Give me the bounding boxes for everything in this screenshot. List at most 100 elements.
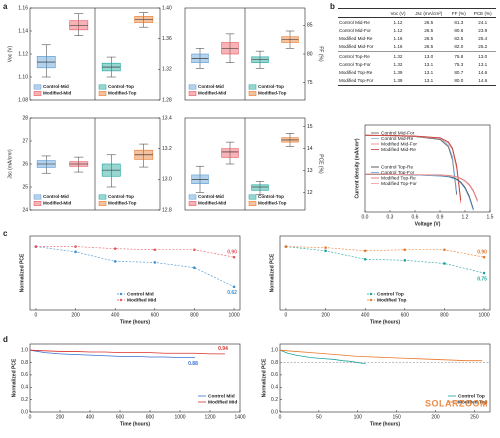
data-point xyxy=(193,266,196,270)
y2-tick-label: 1.40 xyxy=(162,5,172,11)
table-cell: 14.6 xyxy=(478,69,488,75)
table-cell: 1.39 xyxy=(386,76,410,86)
data-point xyxy=(113,260,117,263)
y-tick-label: 0.6 xyxy=(21,372,28,378)
y-tick-label: 0.0 xyxy=(271,409,278,415)
table-cell: 75.8 xyxy=(448,50,470,61)
series-line xyxy=(29,349,195,358)
plot-frame xyxy=(29,343,241,413)
y-tick-label: 24 xyxy=(22,207,28,213)
table-row: Voc (V) Jsc (mA/cm²) FF (%) PCE (%) xyxy=(338,7,496,19)
data-point xyxy=(324,246,327,249)
panel-label: d xyxy=(3,335,8,344)
x-tick-label: 1200 xyxy=(204,414,215,420)
y2-axis-label: PCE (%) xyxy=(318,154,324,174)
y2-tick-label: 1.28 xyxy=(162,97,172,103)
box xyxy=(221,148,239,158)
y-tick-label: 0.4 xyxy=(21,385,28,391)
y2-tick-label: 13.2 xyxy=(162,146,172,152)
legend-swatch xyxy=(188,201,197,206)
legend-label: Control-Mid xyxy=(43,84,69,89)
x-tick-label: 800 xyxy=(440,312,449,318)
table-cell: FF (%) xyxy=(448,7,470,19)
legend-swatch xyxy=(248,194,257,200)
y2-axis-label: FF (%) xyxy=(318,46,324,62)
table-cell: 13.1 xyxy=(478,61,488,67)
x-tick-label: 0.6 xyxy=(412,214,419,220)
x-tick-label: 400 xyxy=(111,312,120,318)
legend-swatch xyxy=(33,194,42,200)
legend-swatch xyxy=(248,201,257,206)
table-cell: 24.1 xyxy=(478,19,488,25)
y2-tick-label: 12 xyxy=(307,190,313,196)
panel-label: b xyxy=(330,2,335,11)
x-axis-label: Time (hours) xyxy=(120,421,151,427)
y-tick-label: 1.10 xyxy=(18,74,28,80)
y-axis-label: Voc (V) xyxy=(7,45,13,62)
table-cell: 80.7 xyxy=(454,69,464,75)
table-cell: 1.12 xyxy=(393,19,403,25)
series-line xyxy=(29,349,225,355)
y2-tick-label: 13.0 xyxy=(162,177,172,183)
legend-label: Control-Top xyxy=(108,194,134,199)
plot-frame xyxy=(29,235,241,311)
x-tick-label: 800 xyxy=(190,312,199,318)
x-tick-label: 1000 xyxy=(228,312,239,318)
x-tick-label: 150 xyxy=(392,414,401,420)
y-axis-label: Normalized PCE xyxy=(11,358,17,397)
table-cell: 1.12 xyxy=(393,27,403,33)
data-point xyxy=(363,249,367,253)
legend-label: Modified Mid xyxy=(127,297,156,303)
legend-label: Modified-Mid xyxy=(198,91,227,96)
y-tick-label: 1.16 xyxy=(18,5,28,11)
y-axis-label: Normalized PCE xyxy=(261,358,267,397)
x-tick-label: 1.2 xyxy=(462,214,469,220)
legend-swatch xyxy=(248,91,257,96)
end-label: 0.88 xyxy=(188,361,198,367)
table-cell: 26.5 xyxy=(424,44,434,50)
legend-label: Control-Top xyxy=(258,84,284,89)
legend-label: Control-Top xyxy=(258,194,284,199)
y2-tick-label: 1.36 xyxy=(162,36,172,42)
series-line xyxy=(364,173,478,203)
legend-swatch xyxy=(33,201,42,206)
data-point xyxy=(403,248,407,252)
y-axis-label: Normalized PCE xyxy=(269,253,275,292)
series-line xyxy=(279,349,366,365)
series-line xyxy=(35,246,235,258)
legend-label: Modified Top-For xyxy=(381,181,417,187)
y-axis-label: Current density (mA/cm²) xyxy=(354,138,360,198)
series-line xyxy=(35,246,235,288)
y-tick-label: 28 xyxy=(22,115,28,121)
y2-tick-label: 13.4 xyxy=(162,115,172,121)
table-cell: 13.0 xyxy=(469,50,496,61)
data-point xyxy=(284,245,288,248)
y-tick-label: 0.2 xyxy=(21,397,28,403)
table-cell: Control Top-For xyxy=(339,61,371,67)
x-tick-label: 200 xyxy=(71,312,80,318)
y-tick-label: 25 xyxy=(22,184,28,190)
table-cell: 13.0 xyxy=(409,50,449,61)
legend-label: Control-Mid xyxy=(198,194,224,199)
legend-label: Control-Mid xyxy=(43,194,69,199)
x-tick-label: 600 xyxy=(401,312,410,318)
end-label: 0.90 xyxy=(477,249,487,255)
legend-swatch xyxy=(98,91,107,96)
x-axis-label: Time (hours) xyxy=(370,421,401,427)
plot-frame xyxy=(279,343,491,413)
y-axis-label: Normalized PCE xyxy=(19,253,25,292)
legend-swatch xyxy=(188,84,197,90)
y-tick-label: 0.2 xyxy=(271,397,278,403)
data-point xyxy=(232,255,236,259)
table-cell: 26.5 xyxy=(424,19,434,25)
table-row: Control Mid-Re 1.12 26.5 81.3 24.1 xyxy=(338,18,496,27)
series-line xyxy=(364,134,462,201)
legend-label: Modified-Mid xyxy=(198,201,227,206)
table-cell: Modified Top-Re xyxy=(339,69,373,75)
data-point xyxy=(74,250,77,254)
x-tick-label: 1000 xyxy=(174,414,185,420)
legend-label: Modified Mid-Re xyxy=(381,147,416,153)
table-cell: Modified Mid-Re xyxy=(339,36,373,42)
table-cell: 75.3 xyxy=(454,61,464,67)
